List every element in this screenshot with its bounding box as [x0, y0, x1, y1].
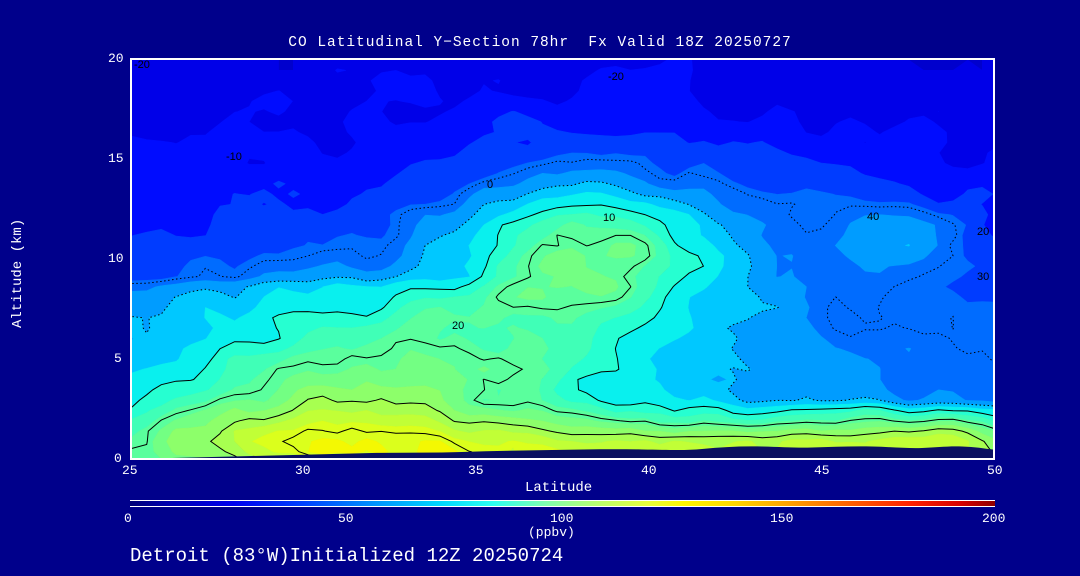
svg-text:20: 20	[452, 320, 464, 332]
svg-text:0: 0	[487, 179, 493, 191]
svg-text:-10: -10	[226, 151, 242, 163]
svg-text:20: 20	[977, 226, 989, 238]
svg-text:10: 10	[603, 212, 615, 224]
svg-text:-20: -20	[608, 71, 624, 83]
svg-text:40: 40	[867, 211, 879, 223]
svg-text:-20: -20	[134, 60, 150, 71]
svg-text:30: 30	[977, 271, 989, 283]
